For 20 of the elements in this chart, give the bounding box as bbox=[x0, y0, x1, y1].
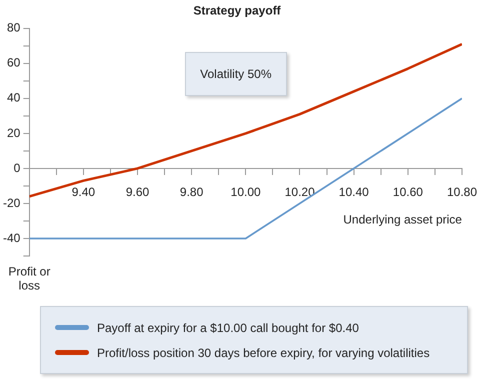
x-tick-label: 10.00 bbox=[230, 184, 262, 199]
y-tick-label: -20 bbox=[3, 196, 21, 210]
x-tick-label: 9.80 bbox=[180, 184, 204, 199]
y-tick-label: 40 bbox=[6, 90, 21, 105]
x-tick-label: 10.80 bbox=[446, 184, 478, 199]
y-tick-label: 0 bbox=[14, 160, 21, 175]
y-tick-label: 80 bbox=[6, 20, 21, 35]
x-axis-title: Underlying asset price bbox=[343, 212, 462, 226]
legend-label: Profit/loss position 30 days before expiry, for varying volatilities bbox=[97, 346, 430, 360]
legend-label: Payoff at expiry for a $10.00 call bought for $0.40 bbox=[97, 320, 359, 334]
x-tick-label: 10.40 bbox=[338, 184, 370, 199]
callout-box: Volatility 50% bbox=[185, 52, 287, 96]
y-tick-label: -40 bbox=[3, 230, 21, 245]
chart-title: Strategy payoff bbox=[193, 4, 282, 18]
x-tick-label: 10.60 bbox=[392, 184, 424, 199]
y-axis-title: Profit or loss bbox=[8, 264, 50, 292]
y-tick-label: 20 bbox=[6, 126, 21, 140]
x-tick-label: 9.60 bbox=[126, 184, 150, 199]
x-tick-label: 9.40 bbox=[72, 184, 96, 199]
y-tick-label: 60 bbox=[6, 56, 21, 70]
